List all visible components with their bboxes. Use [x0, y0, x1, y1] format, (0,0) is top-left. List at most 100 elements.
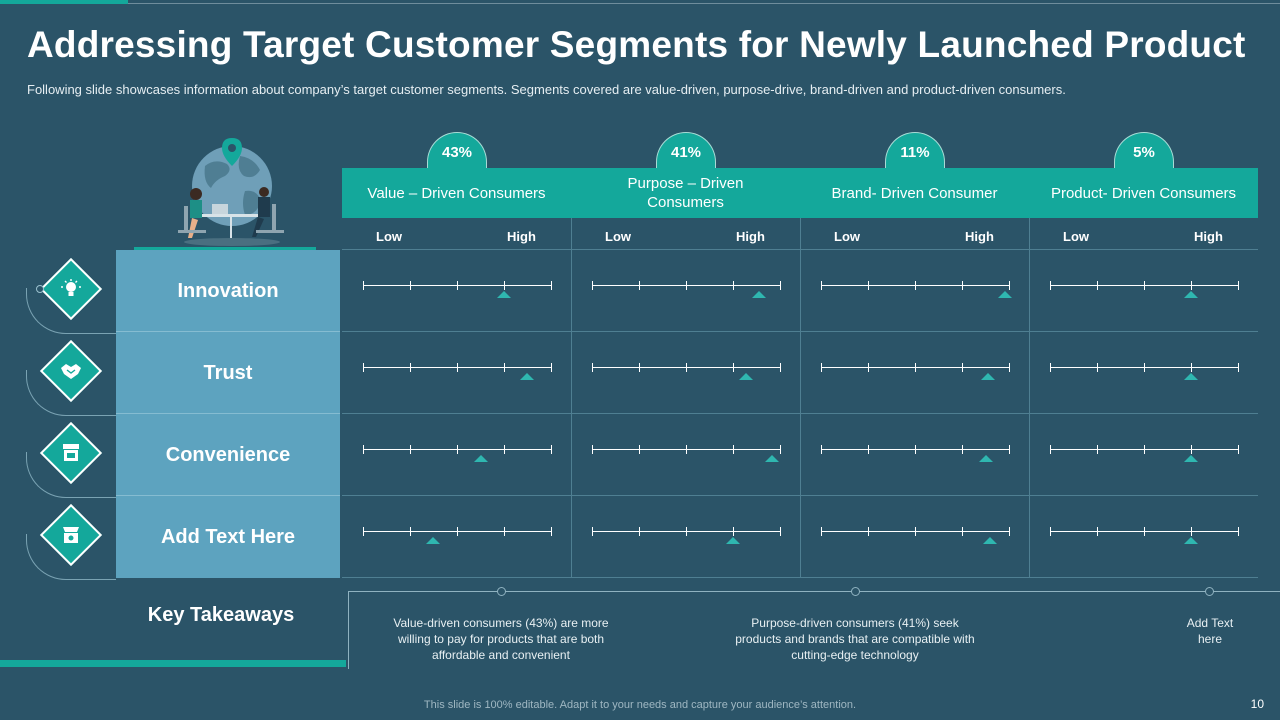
- rating-slider: [363, 527, 552, 545]
- slider-tick: [1238, 445, 1239, 454]
- slider-tick: [821, 281, 822, 290]
- slider-tick: [639, 281, 640, 290]
- grid-line: [571, 218, 572, 578]
- segment-label: Product- Driven Consumers: [1050, 184, 1237, 202]
- slider-tick: [780, 363, 781, 372]
- rating-slider: [363, 281, 552, 299]
- slider-tick: [1097, 363, 1098, 372]
- slider-tick: [504, 527, 505, 536]
- row-label-trust: Trust: [203, 361, 253, 384]
- slider-tick: [821, 527, 822, 536]
- slider-marker: [497, 291, 511, 298]
- slider-tick: [780, 445, 781, 454]
- rating-slider: [821, 445, 1010, 463]
- slider-tick: [1238, 527, 1239, 536]
- slider-tick: [457, 445, 458, 454]
- slider-tick: [1097, 445, 1098, 454]
- slider-tick: [639, 363, 640, 372]
- scale-low-label: Low: [834, 229, 860, 244]
- slider-tick: [592, 363, 593, 372]
- slider-tick: [1050, 363, 1051, 372]
- innovation-icon-badge: [39, 257, 103, 321]
- grid-line: [800, 218, 801, 578]
- slider-marker: [981, 373, 996, 380]
- slider-tick: [639, 527, 640, 536]
- slider-tick: [1191, 281, 1192, 290]
- segment-header-product: Product- Driven Consumers: [1029, 168, 1258, 218]
- slider-tick: [410, 281, 411, 290]
- takeaways-left-line: [348, 591, 349, 669]
- row-label-convenience: Convenience: [165, 443, 291, 466]
- slider-tick: [410, 445, 411, 454]
- slider-tick: [1009, 445, 1010, 454]
- scale-high-label: High: [736, 229, 765, 244]
- row-separator: [116, 413, 340, 414]
- rating-slider: [1050, 363, 1239, 381]
- slider-tick: [1238, 363, 1239, 372]
- slider-tick: [363, 445, 364, 454]
- top-divider: [128, 3, 1280, 4]
- slider-tick: [1050, 281, 1051, 290]
- rating-slider: [592, 281, 781, 299]
- rating-slider: [821, 363, 1010, 381]
- slider-marker: [1184, 373, 1198, 380]
- globe-meeting-illustration: [178, 138, 284, 246]
- segment-percent-badge: 5%: [1114, 132, 1174, 168]
- takeaways-top-line: [348, 591, 1280, 592]
- slider-tick: [363, 527, 364, 536]
- slider-marker: [979, 455, 994, 462]
- slider-tick: [1144, 281, 1145, 290]
- connector-dot: [36, 285, 44, 293]
- page-number: 10: [1250, 697, 1264, 711]
- slider-tick: [733, 363, 734, 372]
- scale-high-label: High: [965, 229, 994, 244]
- slider-tick: [868, 281, 869, 290]
- handshake-icon: [44, 344, 98, 398]
- segment-label: Brand- Driven Consumer: [831, 184, 998, 202]
- takeaway-dot: [851, 587, 860, 596]
- slider-tick: [457, 281, 458, 290]
- slider-tick: [457, 363, 458, 372]
- takeaway-text-value: Value-driven consumers (43%) are more wi…: [393, 616, 609, 662]
- segment-percent-badge: 11%: [885, 132, 945, 168]
- slider-tick: [1097, 281, 1098, 290]
- slider-tick: [592, 445, 593, 454]
- slider-marker: [765, 455, 780, 462]
- slider-marker: [519, 373, 534, 380]
- takeaway-dot: [497, 587, 506, 596]
- rating-slider: [592, 445, 781, 463]
- slider-tick: [733, 527, 734, 536]
- slider-tick: [504, 445, 505, 454]
- slider-tick: [592, 281, 593, 290]
- shop-icon: [44, 508, 98, 562]
- convenience-icon-badge: [39, 421, 103, 485]
- slider-tick: [1238, 281, 1239, 290]
- slider-tick: [686, 527, 687, 536]
- slider-tick: [962, 445, 963, 454]
- takeaway-dot: [1205, 587, 1214, 596]
- row-separator: [116, 495, 340, 496]
- slider-tick: [1009, 281, 1010, 290]
- slider-tick: [686, 445, 687, 454]
- slider-tick: [686, 363, 687, 372]
- slider-tick: [592, 527, 593, 536]
- rating-slider: [592, 363, 781, 381]
- grid-line: [1029, 218, 1030, 578]
- slider-tick: [780, 527, 781, 536]
- footer-note: This slide is 100% editable. Adapt it to…: [423, 699, 857, 711]
- slider-tick: [962, 281, 963, 290]
- rating-slider: [363, 363, 552, 381]
- slider-tick: [1191, 445, 1192, 454]
- scale-high-label: High: [507, 229, 536, 244]
- slider-tick: [780, 281, 781, 290]
- segment-header-purpose: Purpose – Driven Consumers: [571, 168, 800, 218]
- segment-label: Value – Driven Consumers: [367, 184, 546, 202]
- rating-slider: [821, 527, 1010, 545]
- segment-percent-badge: 41%: [656, 132, 716, 168]
- rating-slider: [363, 445, 552, 463]
- scale-low-label: Low: [376, 229, 402, 244]
- rating-slider: [592, 527, 781, 545]
- slider-marker: [998, 291, 1013, 298]
- slider-marker: [425, 537, 440, 544]
- top-accent-bar: [0, 0, 128, 4]
